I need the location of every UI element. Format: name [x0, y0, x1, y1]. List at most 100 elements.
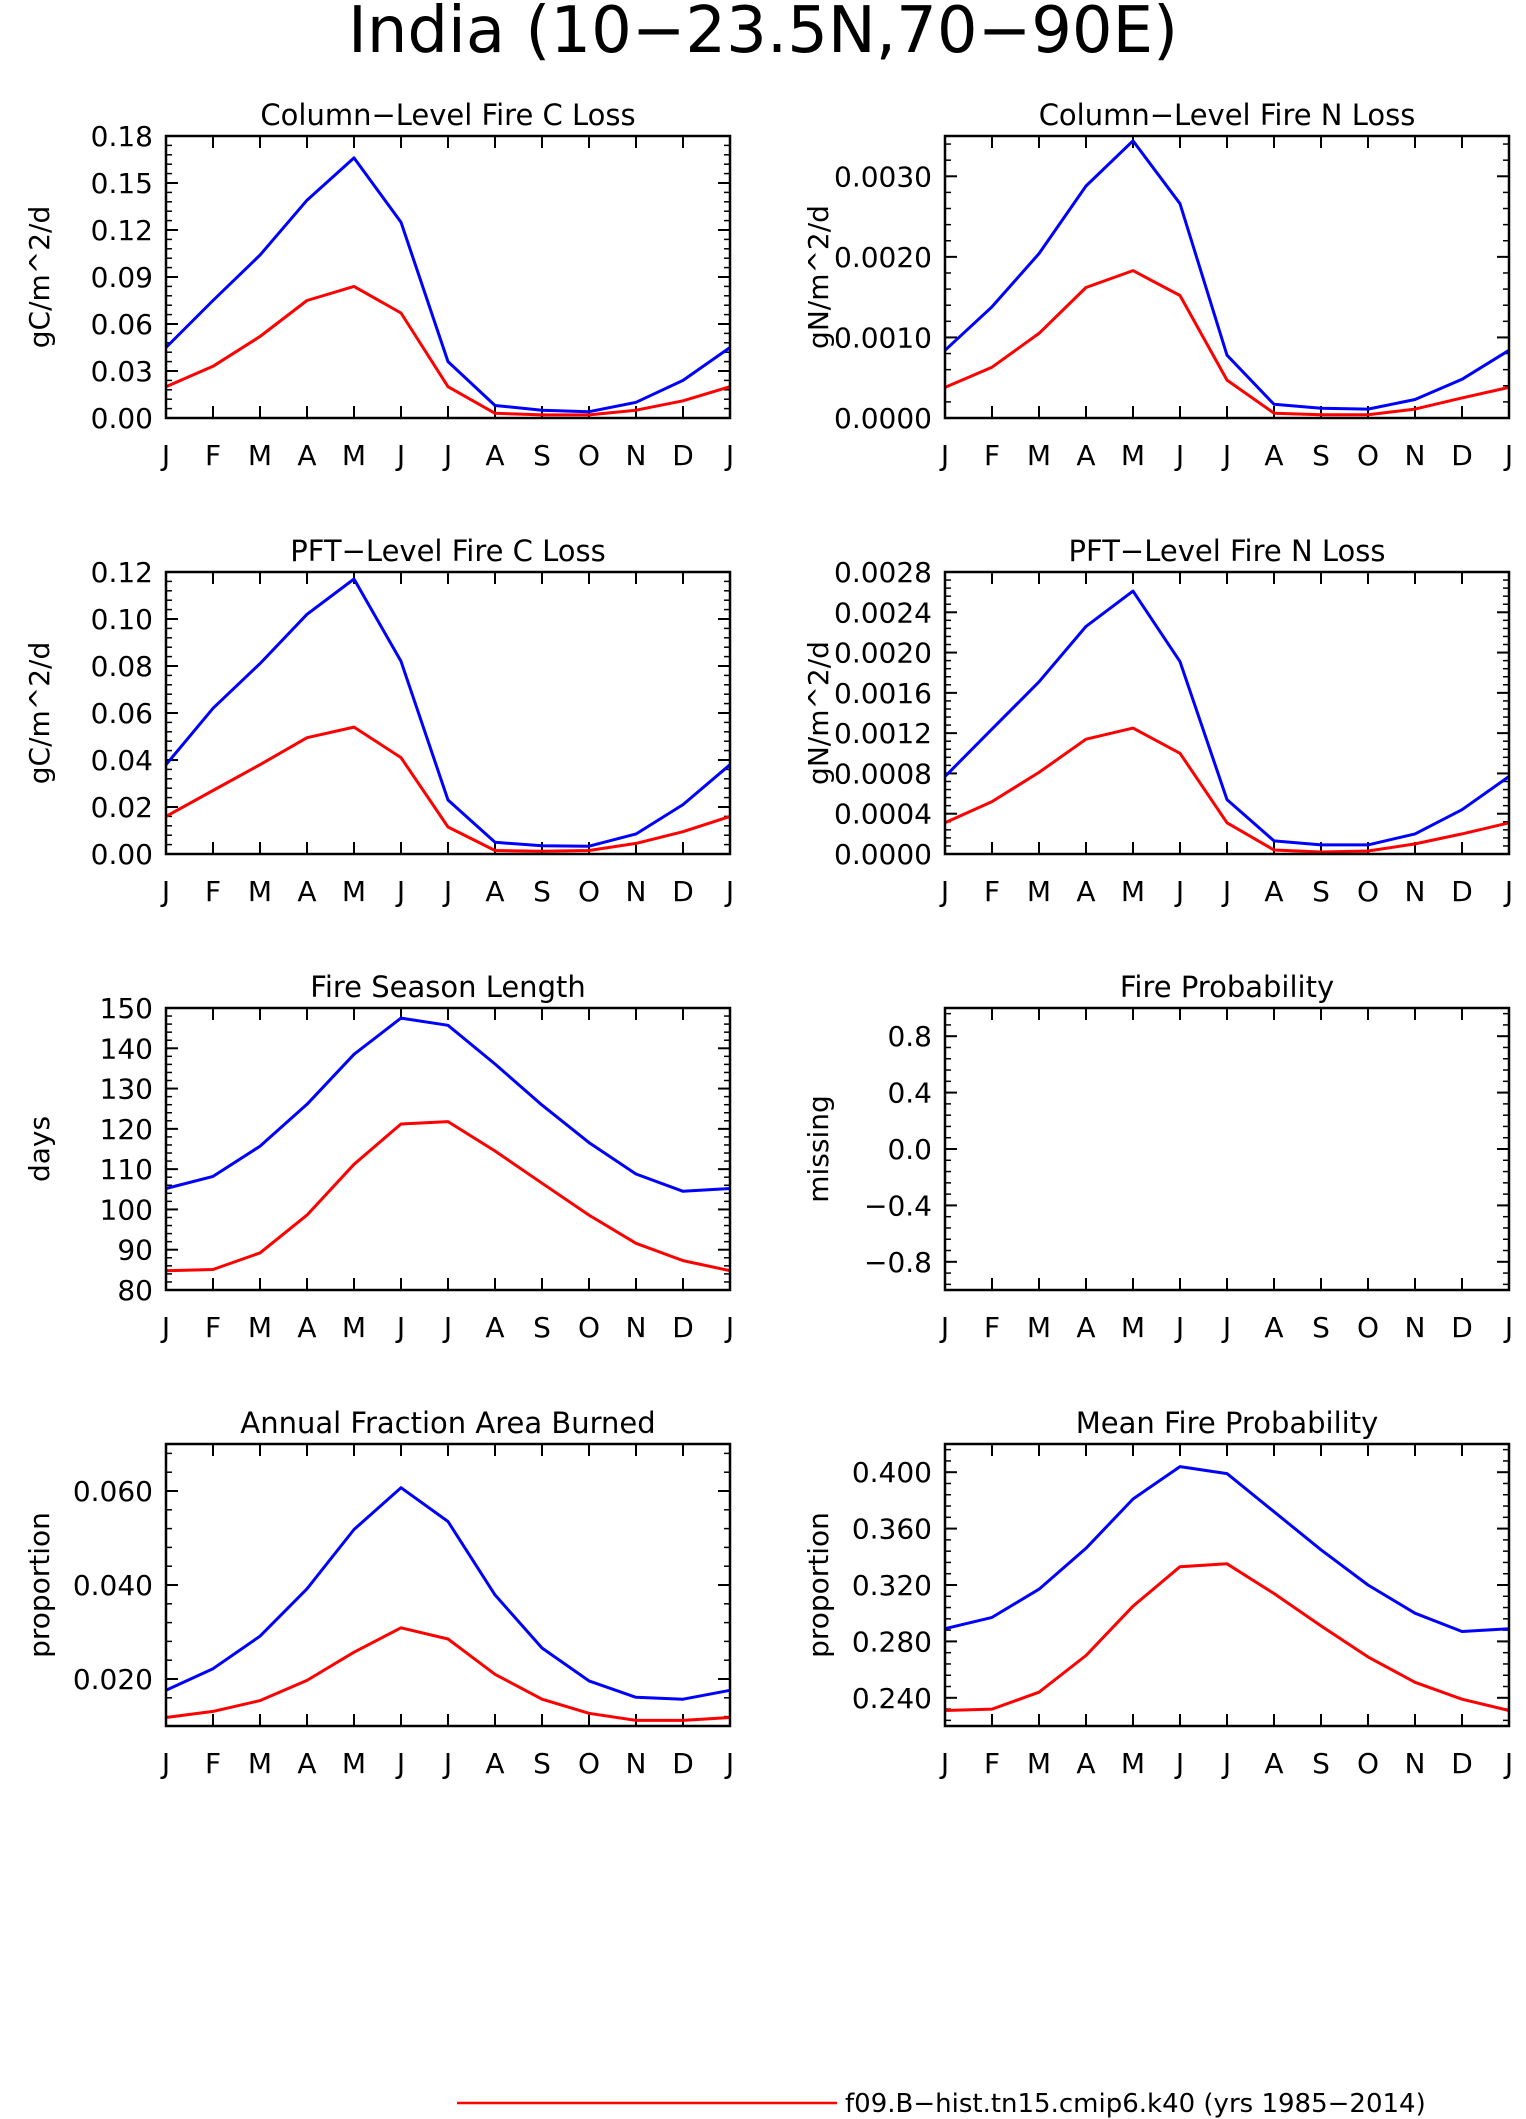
- x-tick-label: S: [1312, 439, 1330, 472]
- y-tick-label: 130: [100, 1073, 153, 1106]
- y-tick-label: −0.8: [864, 1246, 932, 1279]
- x-tick-label: J: [939, 1747, 949, 1780]
- series-line-2: [165, 284, 731, 417]
- series-line-1: [943, 589, 1510, 847]
- x-tick-label: J: [939, 439, 949, 472]
- x-tick-label: F: [984, 1747, 1000, 1780]
- x-tick-label: O: [1357, 1311, 1379, 1344]
- y-axis-label: gN/m^2/d: [802, 641, 835, 785]
- panel-title: Mean Fire Probability: [1076, 1406, 1379, 1440]
- y-tick-label: 0.320: [852, 1569, 932, 1602]
- y-tick-label: 0.0030: [834, 160, 932, 193]
- x-tick-label: M: [1121, 875, 1145, 908]
- x-tick-label: F: [205, 875, 221, 908]
- x-tick-label: O: [1357, 1747, 1379, 1780]
- x-tick-label: N: [626, 1311, 647, 1344]
- x-tick-label: D: [672, 875, 694, 908]
- y-tick-label: 150: [100, 992, 153, 1025]
- x-tick-label: M: [248, 439, 272, 472]
- x-tick-label: J: [395, 1311, 405, 1344]
- y-tick-label: 0.0020: [834, 637, 932, 670]
- plot-frame: [164, 1006, 732, 1292]
- y-tick-label: 80: [117, 1274, 153, 1307]
- x-tick-label: M: [342, 1311, 366, 1344]
- x-tick-label: M: [248, 1311, 272, 1344]
- plot-frame: [943, 1006, 1511, 1292]
- y-tick-label: 120: [100, 1113, 153, 1146]
- x-tick-label: O: [1357, 875, 1379, 908]
- y-tick-label: 0.08: [91, 650, 153, 683]
- x-tick-label: J: [1221, 439, 1231, 472]
- x-tick-label: J: [939, 1311, 949, 1344]
- panel-title: Column−Level Fire N Loss: [1039, 98, 1416, 132]
- y-axis-label: days: [23, 1116, 56, 1182]
- x-tick-label: J: [1174, 875, 1184, 908]
- x-tick-label: O: [578, 875, 600, 908]
- y-tick-label: 0.15: [91, 167, 153, 200]
- x-tick-label: N: [626, 1747, 647, 1780]
- y-tick-label: 0.0010: [834, 321, 932, 354]
- series-line-1: [165, 1486, 731, 1701]
- x-tick-label: A: [1264, 1311, 1283, 1344]
- y-tick-label: 0.0000: [834, 402, 932, 435]
- y-tick-label: 0.06: [91, 697, 153, 730]
- x-tick-label: S: [533, 875, 551, 908]
- plot-frame: [164, 1442, 732, 1728]
- y-tick-label: 0.0024: [834, 596, 932, 629]
- plot-frame: [164, 134, 732, 420]
- series-line-2: [165, 725, 731, 853]
- y-axis-label: gC/m^2/d: [23, 206, 56, 349]
- y-tick-label: 0.0012: [834, 717, 932, 750]
- y-tick-label: 0.0: [887, 1133, 932, 1166]
- y-tick-label: 0.02: [91, 791, 153, 824]
- x-tick-label: A: [1076, 439, 1095, 472]
- x-tick-label: O: [578, 1747, 600, 1780]
- x-tick-label: D: [672, 1311, 694, 1344]
- x-tick-label: M: [342, 1747, 366, 1780]
- series-line-2: [165, 1120, 731, 1273]
- x-tick-label: A: [1076, 875, 1095, 908]
- y-tick-label: 0.06: [91, 308, 153, 341]
- x-tick-label: A: [485, 439, 504, 472]
- y-axis-label: gN/m^2/d: [802, 205, 835, 349]
- x-tick-label: A: [297, 1311, 316, 1344]
- y-tick-label: 0.0020: [834, 241, 932, 274]
- x-tick-label: M: [1027, 1311, 1051, 1344]
- x-tick-label: J: [724, 875, 734, 908]
- x-tick-label: J: [160, 875, 170, 908]
- x-tick-label: M: [1027, 1747, 1051, 1780]
- y-tick-label: 0.09: [91, 261, 153, 294]
- y-tick-label: 0.04: [91, 744, 153, 777]
- x-tick-label: S: [1312, 1747, 1330, 1780]
- x-tick-label: A: [1264, 1747, 1283, 1780]
- y-axis-label: gC/m^2/d: [23, 642, 56, 785]
- y-tick-label: 0.4: [887, 1077, 932, 1110]
- x-tick-label: O: [1357, 439, 1379, 472]
- x-tick-label: A: [297, 1747, 316, 1780]
- x-tick-label: J: [1503, 1747, 1513, 1780]
- y-tick-label: 0.03: [91, 355, 153, 388]
- x-tick-label: N: [626, 875, 647, 908]
- x-tick-label: J: [1174, 1311, 1184, 1344]
- x-tick-label: J: [442, 439, 452, 472]
- y-tick-label: 0.040: [73, 1569, 153, 1602]
- plot-frame: [943, 570, 1511, 856]
- y-tick-label: 0.00: [91, 838, 153, 871]
- x-tick-label: D: [1451, 1311, 1473, 1344]
- x-tick-label: A: [1264, 439, 1283, 472]
- x-tick-label: J: [160, 1747, 170, 1780]
- x-tick-label: F: [205, 439, 221, 472]
- panel-title: Fire Probability: [1120, 970, 1334, 1004]
- x-tick-label: S: [1312, 875, 1330, 908]
- x-tick-label: O: [578, 1311, 600, 1344]
- x-tick-label: J: [724, 439, 734, 472]
- x-tick-label: F: [205, 1747, 221, 1780]
- x-tick-label: J: [724, 1311, 734, 1344]
